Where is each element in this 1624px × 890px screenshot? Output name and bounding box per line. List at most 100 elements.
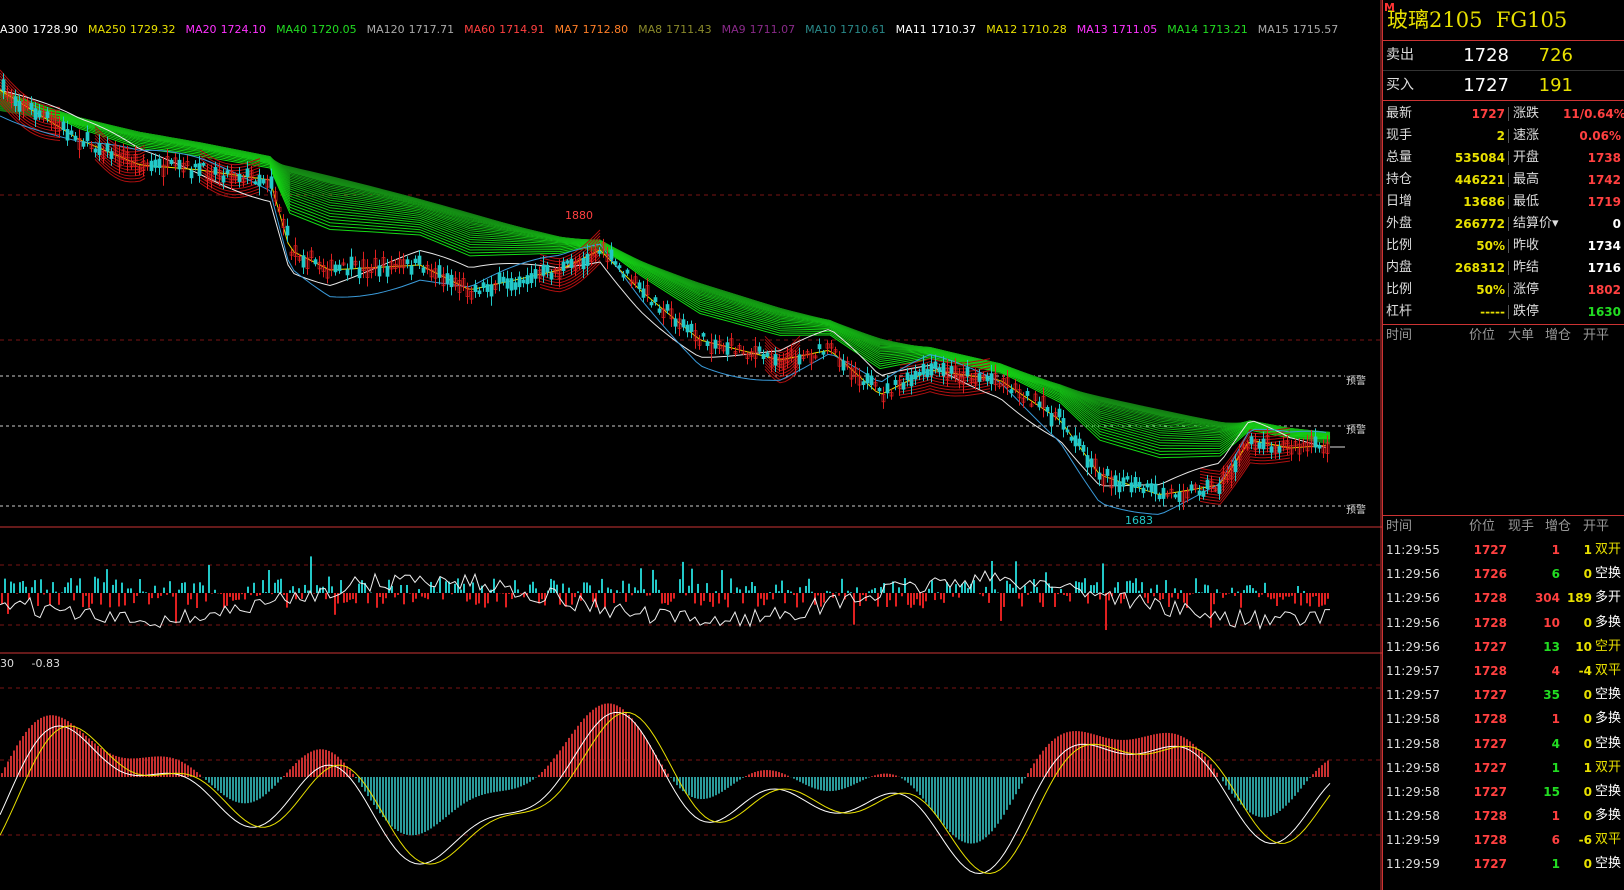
tick-row[interactable]: 11:29:58 1727 15 0 空换 [1383,780,1624,804]
tick-row[interactable]: 11:29:56 1726 6 0 空换 [1383,562,1624,586]
stat-value: 1734 [1587,239,1621,253]
tick-price: 1727 [1473,688,1507,703]
candle-body [341,262,346,266]
candle-body [857,375,862,386]
candle-body [657,308,662,313]
tick-hand: 1 [1551,712,1560,727]
candle-body [621,274,626,278]
tick-row[interactable]: 11:29:56 1728 304 189 多开 [1383,586,1624,610]
ma-legend-item: MA250 [88,23,127,36]
candle-body [1057,408,1062,418]
ma-line [0,89,1331,445]
candle-body [1225,471,1230,481]
candle-body [1273,445,1278,454]
ma-line [0,89,1331,439]
candle-body [1153,483,1158,495]
tick-row[interactable]: 11:29:58 1727 1 1 双开 [1383,756,1624,780]
candle-body [885,383,890,394]
warning-label[interactable]: 预警 [1346,376,1366,387]
stat-value: 1802 [1587,283,1621,297]
candle-body [245,168,250,178]
header-open: 开平 [1583,328,1610,343]
macd-line [0,711,1331,875]
candle-body [469,291,474,300]
candle-body [641,288,646,298]
ma-legend-value: 1711.07 [749,23,796,36]
candle-body [197,163,202,176]
candlestick-chart[interactable] [0,0,1382,890]
candle-body [989,373,994,385]
candle-body [65,129,70,141]
ma-line [539,259,601,290]
chart-area[interactable]: A300 1728.90 MA250 1729.32 MA20 1724.10 MA40 17… [0,0,1382,890]
ma-legend-value: 1713.21 [1202,23,1248,36]
tick-row[interactable]: 11:29:58 1727 4 0 空换 [1383,732,1624,756]
candle-body [845,361,850,368]
tick-type: 多换 [1595,711,1622,727]
ma-line [0,99,61,138]
candle-body [993,373,998,386]
tick-row[interactable]: 11:29:58 1728 1 0 多换 [1383,804,1624,828]
candle-body [1201,490,1206,497]
instrument-title[interactable]: M 玻璃2105 FG105 [1383,0,1624,41]
candle-body [981,375,986,380]
bid-row[interactable]: 买入 1727 191 [1383,71,1624,101]
candle-body [209,171,214,183]
tick-row[interactable]: 11:29:58 1728 1 0 多换 [1383,707,1624,731]
tick-row[interactable]: 11:29:57 1728 4 -4 双平 [1383,659,1624,683]
candle-body [93,148,98,153]
header-price: 价位 [1469,328,1496,343]
candle-body [149,160,154,172]
divider [1508,305,1509,319]
ask-row[interactable]: 卖出 1728 726 [1383,41,1624,71]
candle-body [1093,458,1098,470]
candle-body [481,282,486,288]
candle-body [829,343,834,349]
candle-body [553,268,558,273]
stat-label: 杠杆 [1386,304,1413,319]
tick-type: 空换 [1595,566,1622,582]
candle-body [1061,418,1066,430]
tick-row[interactable]: 11:29:57 1727 35 0 空换 [1383,683,1624,707]
candle-body [1233,460,1238,473]
tick-row[interactable]: 11:29:59 1727 1 0 空换 [1383,852,1624,876]
candle-body [1205,479,1210,490]
tick-time: 11:29:58 [1386,760,1440,775]
candle-body [441,274,446,287]
warning-label[interactable]: 预警 [1346,425,1366,436]
candle-body [809,353,814,364]
candle-body [313,259,318,265]
candle-body [661,308,666,319]
candle-body [157,158,162,168]
ma-legend-item: MA7 [554,23,579,36]
stat-label: 内盘 [1386,260,1413,275]
warning-label[interactable]: 预警 [1346,505,1366,516]
candle-body [97,143,102,156]
candle-body [1,79,6,92]
tick-list[interactable]: 时间 价位 现手 增仓 开平 11:29:55 1727 1 1 双开 11:29:56 1… [1383,516,1624,877]
candle-body [485,284,490,292]
candle-body [1301,442,1306,448]
tick-inc: -6 [1578,833,1592,848]
tick-row[interactable]: 11:29:56 1727 13 10 空开 [1383,635,1624,659]
stat-label[interactable]: 结算价▾ [1513,216,1559,231]
tick-time: 11:29:56 [1386,567,1440,582]
stat-value: 13686 [1463,195,1505,209]
candle-body [1245,443,1250,449]
tick-row[interactable]: 11:29:55 1727 1 1 双开 [1383,538,1624,562]
candle-body [1189,484,1194,491]
tick-row[interactable]: 11:29:56 1728 10 0 多换 [1383,611,1624,635]
stat-label: 昨收 [1513,238,1540,253]
stat-value: 1742 [1587,173,1621,187]
candle-body [1049,413,1054,426]
tick-time: 11:29:57 [1386,688,1440,703]
tick-inc: 1 [1583,543,1592,557]
candle-body [721,345,726,352]
tick-row[interactable]: 11:29:59 1728 6 -6 双平 [1383,828,1624,852]
candle-body [53,117,58,129]
candle-body [421,267,426,273]
candle-body [633,276,638,284]
candle-body [193,163,198,168]
candle-body [965,367,970,376]
candle-body [417,255,422,265]
